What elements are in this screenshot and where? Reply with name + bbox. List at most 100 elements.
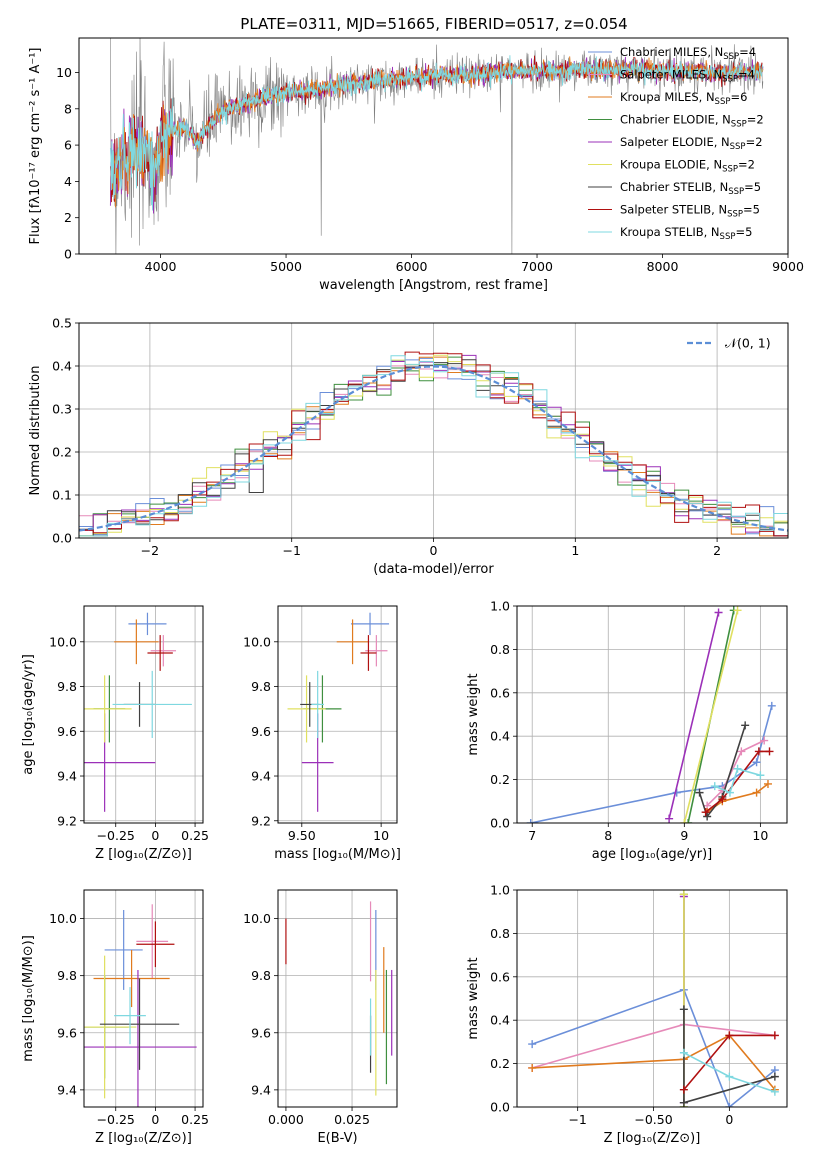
legend-label: Chabrier ELODIE, NSSP=2 xyxy=(620,113,764,130)
mass-weight-marker xyxy=(760,736,769,745)
y-tick-label: 0.6 xyxy=(490,969,510,984)
mass-weight-marker xyxy=(770,1031,779,1040)
axes-frame xyxy=(277,605,398,824)
y-tick-label: 9.4 xyxy=(57,769,77,784)
mass-weight-marker xyxy=(725,1031,734,1040)
y-tick-label: 10.0 xyxy=(243,911,271,926)
normal-reference-curve xyxy=(79,365,788,532)
y-tick-label: 10.0 xyxy=(243,634,271,649)
x-tick-label: 0 xyxy=(151,1112,159,1127)
x-tick-label: 0.25 xyxy=(181,828,209,843)
panel-mass-vs-Z: −0.25 0 0.25 9.4 9.6 9.8 10.0 Z [log₁₀(Z/Z⊙)] ma… xyxy=(21,889,209,1146)
x-tick-label: 10 xyxy=(373,828,389,843)
y-tick-label: 0.0 xyxy=(490,1100,510,1115)
y-tick-label: 10.0 xyxy=(49,634,77,649)
mass-weight-marker xyxy=(752,758,761,767)
panel-weight-vs-age: 7 8 9 10 0.0 0.2 0.4 0.6 0.8 1.0 age [log₁₀(age/yr… xyxy=(466,599,788,862)
x-tick-label: −1 xyxy=(282,543,300,558)
model-spectrum-line xyxy=(109,55,764,211)
y-tick-label: 0.0 xyxy=(52,531,72,546)
y-tick-label: 9.2 xyxy=(57,813,77,828)
x-tick-label: −0.25 xyxy=(97,1112,135,1127)
mass-weight-marker xyxy=(665,814,674,823)
x-tick-label: 8 xyxy=(604,828,612,843)
y-tick-label: 9.4 xyxy=(251,769,271,784)
y-tick-label: 9.2 xyxy=(251,813,271,828)
x-tick-label: 6000 xyxy=(396,259,428,274)
spectrum-legend: Chabrier MILES, NSSP=4 Salpeter MILES, NS… xyxy=(588,45,764,242)
residual-legend: 𝒩(0, 1) xyxy=(687,336,771,351)
mass-weight-line xyxy=(683,610,739,823)
x-tick-label: 9000 xyxy=(772,259,804,274)
x-tick-label: 0.025 xyxy=(334,1112,370,1127)
panel-residuals: −2 −1 0 1 2 0.0 0.1 0.2 0.3 0.4 0.5 (data-model)/er… xyxy=(28,316,789,577)
mass-weight-line xyxy=(705,750,770,813)
axes-frame xyxy=(78,322,789,539)
x-axis-label: Z [log₁₀(Z/Z⊙)] xyxy=(604,1131,701,1146)
legend-label: 𝒩(0, 1) xyxy=(725,336,771,351)
mass-weight-marker xyxy=(695,788,704,797)
y-tick-label: 0.4 xyxy=(490,1013,510,1028)
x-tick-label: 0.000 xyxy=(268,1112,304,1127)
mass-weight-marker xyxy=(770,1087,779,1096)
y-axis-label: mass weight xyxy=(466,673,481,755)
x-tick-label: 0 xyxy=(725,1112,733,1127)
y-tick-label: 1.0 xyxy=(490,599,510,614)
y-tick-label: 10 xyxy=(56,65,72,80)
y-tick-label: 9.8 xyxy=(251,968,271,983)
mass-weight-marker xyxy=(526,819,535,823)
x-tick-label: 7000 xyxy=(521,259,553,274)
y-tick-label: 9.6 xyxy=(57,1025,77,1040)
mass-weight-marker xyxy=(710,782,719,791)
y-axis-label: Normed distribution xyxy=(28,366,43,496)
y-tick-label: 9.4 xyxy=(57,1082,77,1097)
y-tick-label: 9.8 xyxy=(57,679,77,694)
panel-mass-vs-ebv: 0.000 0.025 9.4 9.6 9.8 10.0 E(B-V) xyxy=(243,889,398,1146)
residuals-plot-area xyxy=(79,323,788,538)
mass-weight-line xyxy=(532,1034,776,1091)
legend-label: Kroupa MILES, NSSP=6 xyxy=(620,90,747,107)
mass-weight-marker xyxy=(733,764,742,773)
mass-weight-line xyxy=(698,725,746,819)
mass-weight-line xyxy=(706,783,769,813)
x-tick-label: 5000 xyxy=(270,259,302,274)
mass-weight-marker xyxy=(680,819,689,823)
mass-weight-marker xyxy=(679,1005,688,1014)
legend-label: Chabrier MILES, NSSP=4 xyxy=(620,45,756,62)
weight-vs-age-plot-area xyxy=(517,606,787,823)
x-axis-label: Z [log₁₀(Z/Z⊙)] xyxy=(95,847,192,862)
mass-weight-marker xyxy=(733,606,742,615)
mass-weight-marker xyxy=(718,795,727,804)
mass-weight-marker xyxy=(725,1072,734,1081)
y-tick-label: 0.2 xyxy=(490,1056,510,1071)
y-axis-label: Flux [fλ10⁻¹⁷ erg cm⁻² s⁻¹ A⁻¹] xyxy=(28,48,43,245)
axes-frame xyxy=(516,889,788,1108)
x-axis-label: Z [log₁₀(Z/Z⊙)] xyxy=(95,1131,192,1146)
mass-weight-marker xyxy=(679,1085,688,1094)
mass-vs-Z-plot-area xyxy=(84,890,203,1107)
mass-weight-marker xyxy=(770,1072,779,1081)
y-tick-label: 0 xyxy=(64,247,72,262)
y-tick-label: 0.2 xyxy=(490,772,510,787)
y-axis-label: age [log₁₀(age/yr)] xyxy=(21,654,36,775)
y-tick-label: 0.3 xyxy=(52,402,72,417)
mass-weight-marker xyxy=(714,608,723,617)
mass-weight-marker xyxy=(684,819,693,823)
y-tick-label: 10.0 xyxy=(49,911,77,926)
y-tick-label: 9.6 xyxy=(251,724,271,739)
y-tick-label: 9.6 xyxy=(251,1025,271,1040)
x-tick-label: 9 xyxy=(680,828,688,843)
x-tick-label: 1 xyxy=(571,543,579,558)
y-tick-label: 0.2 xyxy=(52,445,72,460)
legend-label: Chabrier STELIB, NSSP=5 xyxy=(620,180,761,197)
x-axis-label: wavelength [Angstrom, rest frame] xyxy=(319,278,548,293)
mass-weight-marker xyxy=(701,808,710,817)
mass-weight-marker xyxy=(679,1048,688,1057)
y-tick-label: 8 xyxy=(64,101,72,116)
panel-weight-vs-Z: −1 −0.50 0 0.0 0.2 0.4 0.6 0.8 1.0 Z [log₁₀(Z/Z⊙)… xyxy=(466,883,788,1146)
residual-histogram xyxy=(79,351,788,538)
y-tick-label: 0.5 xyxy=(52,316,72,331)
mass-vs-ebv-plot-area xyxy=(278,890,397,1107)
observed-spectrum-line xyxy=(110,38,764,254)
